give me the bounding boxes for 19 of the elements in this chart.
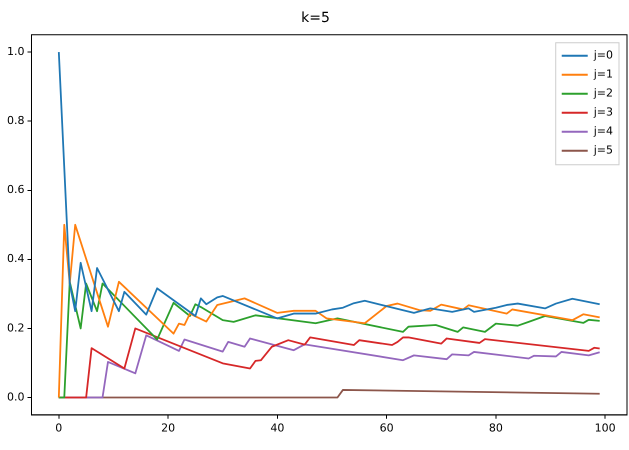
legend-label: j=2: [592, 86, 614, 100]
chart-title: k=5: [301, 10, 330, 26]
legend-label: j=4: [592, 124, 614, 138]
x-tick-label: 40: [270, 421, 284, 434]
legend-label: j=5: [592, 144, 614, 157]
y-tick-label: 0.6: [6, 183, 24, 196]
y-tick-label: 0.0: [6, 390, 24, 404]
legend-label: j=1: [592, 68, 614, 81]
x-tick-label: 60: [380, 421, 394, 434]
y-tick-label: 0.4: [6, 252, 24, 266]
legend-label: j=0: [592, 48, 614, 62]
x-tick-label: 80: [488, 421, 503, 434]
y-tick-label: 1.0: [6, 44, 24, 58]
y-tick-label: 0.8: [6, 114, 24, 128]
legend-label: j=3: [592, 106, 614, 119]
x-tick-label: 100: [594, 421, 616, 434]
y-tick-label: 0.2: [6, 321, 24, 334]
x-tick-label: 0: [55, 421, 62, 434]
x-tick-label: 20: [161, 421, 176, 434]
